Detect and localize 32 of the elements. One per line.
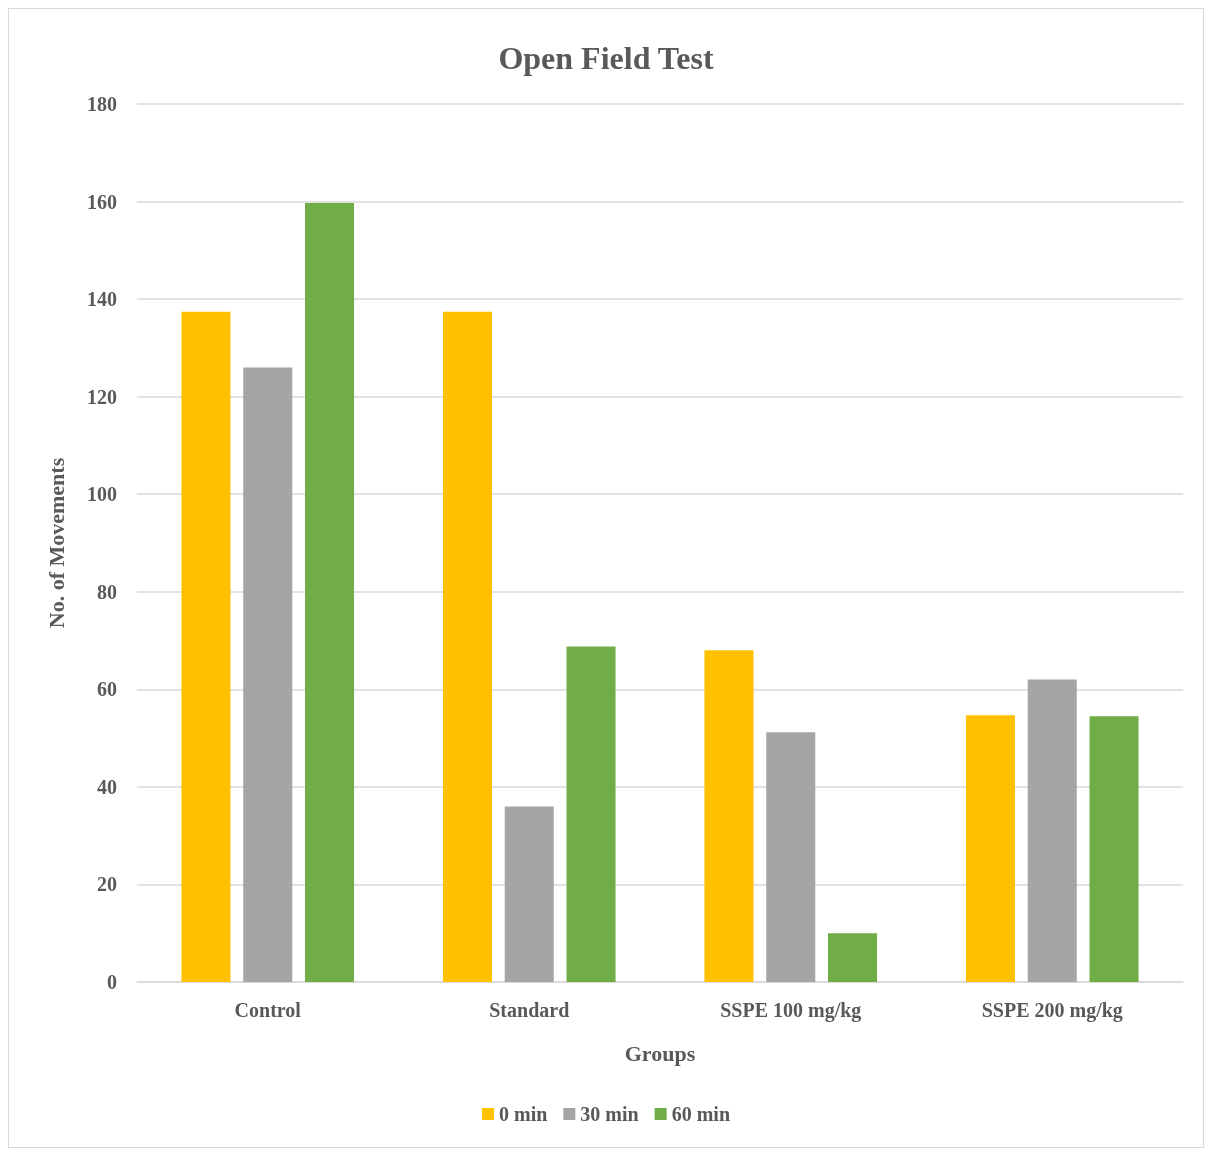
chart-title: Open Field Test xyxy=(498,40,714,76)
y-tick-label: 0 xyxy=(107,971,117,993)
legend-label: 30 min xyxy=(580,1103,639,1125)
x-tick-label: Standard xyxy=(489,999,570,1021)
y-tick-label: 160 xyxy=(87,190,117,213)
y-tick-label: 20 xyxy=(97,873,117,896)
y-tick-label: 80 xyxy=(97,580,117,603)
bar xyxy=(566,646,616,982)
legend-label: 60 min xyxy=(671,1103,731,1125)
bar xyxy=(305,203,355,982)
bar xyxy=(442,311,492,982)
y-tick-label: 40 xyxy=(97,775,117,798)
bar xyxy=(1089,716,1139,982)
x-tick-label: Control xyxy=(234,999,302,1021)
x-axis-title: Groups xyxy=(624,1040,696,1066)
y-tick-label: 60 xyxy=(97,678,117,701)
bar xyxy=(965,715,1015,982)
legend-label: 0 min xyxy=(498,1103,548,1125)
bar xyxy=(766,732,816,982)
x-tick-label: SSPE 100 mg/kg xyxy=(720,999,862,1022)
x-tick-label: SSPE 200 mg/kg xyxy=(981,999,1123,1022)
y-tick-label: 120 xyxy=(87,385,117,408)
y-tick-label: 180 xyxy=(87,93,117,115)
bar xyxy=(243,367,293,982)
y-axis-title: No. of Movements xyxy=(43,457,69,629)
bar xyxy=(828,933,878,982)
y-tick-label: 100 xyxy=(87,483,117,506)
y-tick-label: 140 xyxy=(87,288,117,311)
bar xyxy=(704,650,754,982)
bar xyxy=(181,311,231,982)
bar xyxy=(504,806,554,982)
bar xyxy=(1027,679,1077,982)
